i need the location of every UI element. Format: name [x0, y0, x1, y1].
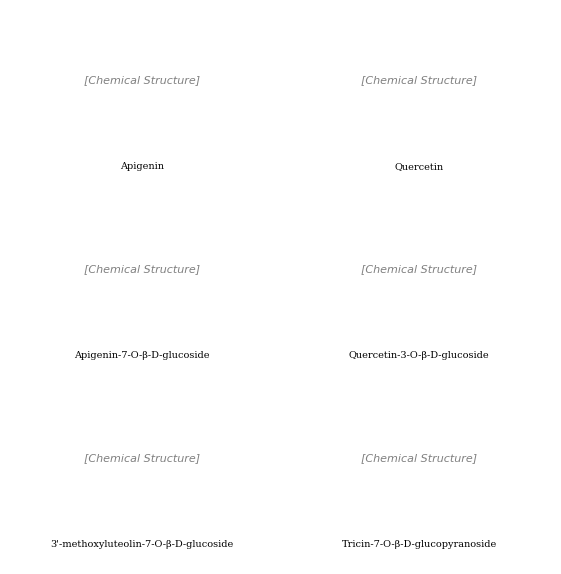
Text: Quercetin-3-O-β-D-glucoside: Quercetin-3-O-β-D-glucoside: [349, 351, 489, 360]
Text: Tricin-7-O-β-D-glucopyranoside: Tricin-7-O-β-D-glucopyranoside: [342, 540, 496, 549]
Text: Quercetin: Quercetin: [394, 162, 444, 171]
Text: [Chemical Structure]: [Chemical Structure]: [84, 264, 200, 274]
Text: [Chemical Structure]: [Chemical Structure]: [84, 75, 200, 85]
Text: 3'-methoxyluteolin-7-O-β-D-glucoside: 3'-methoxyluteolin-7-O-β-D-glucoside: [50, 540, 233, 549]
Text: [Chemical Structure]: [Chemical Structure]: [84, 453, 200, 463]
Text: [Chemical Structure]: [Chemical Structure]: [361, 264, 477, 274]
Text: Apigenin: Apigenin: [120, 162, 164, 171]
Text: [Chemical Structure]: [Chemical Structure]: [361, 453, 477, 463]
Text: Apigenin-7-O-β-D-glucoside: Apigenin-7-O-β-D-glucoside: [74, 351, 210, 360]
Text: [Chemical Structure]: [Chemical Structure]: [361, 75, 477, 85]
